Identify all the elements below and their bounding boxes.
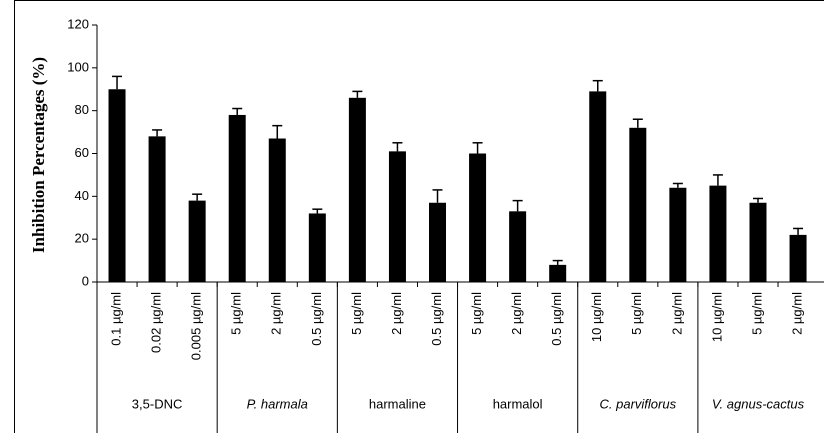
y-tick-label: 80 bbox=[75, 102, 89, 117]
bar bbox=[108, 89, 126, 282]
y-tick-label: 20 bbox=[75, 231, 89, 246]
group-label: V. agnus-cactus bbox=[712, 396, 805, 411]
bar bbox=[549, 264, 567, 282]
x-tick-label: 0.1 µg/ml bbox=[108, 292, 123, 346]
x-tick-label: 5 µg/ml bbox=[629, 292, 644, 335]
bar bbox=[469, 153, 487, 282]
x-tick-label: 10 µg/ml bbox=[589, 292, 604, 342]
x-tick-label: 0.005 µg/ml bbox=[189, 292, 204, 360]
bar bbox=[388, 151, 406, 282]
bar bbox=[669, 187, 687, 282]
bar bbox=[589, 91, 607, 283]
group-label: harmaline bbox=[369, 396, 426, 411]
y-tick-label: 40 bbox=[75, 188, 89, 203]
group-label: C. parviflorus bbox=[600, 396, 677, 411]
x-tick-label: 5 µg/ml bbox=[229, 292, 244, 335]
x-tick-label: 0.5 µg/ml bbox=[309, 292, 324, 346]
x-tick-label: 2 µg/ml bbox=[389, 292, 404, 335]
x-tick-label: 2 µg/ml bbox=[269, 292, 284, 335]
bar bbox=[709, 185, 727, 282]
bar bbox=[308, 213, 326, 282]
bar bbox=[348, 97, 366, 282]
bar bbox=[148, 136, 166, 282]
bar bbox=[429, 202, 447, 282]
x-tick-label: 10 µg/ml bbox=[709, 292, 724, 342]
y-tick-label: 100 bbox=[67, 59, 89, 74]
y-tick-label: 0 bbox=[82, 273, 89, 288]
x-tick-label: 0.5 µg/ml bbox=[549, 292, 564, 346]
y-axis-label: Inhibition Percentages (%) bbox=[29, 57, 48, 253]
group-label: harmalol bbox=[493, 396, 543, 411]
group-label: P. harmala bbox=[247, 396, 308, 411]
bar bbox=[228, 114, 246, 282]
y-tick-label: 120 bbox=[67, 16, 89, 31]
x-tick-label: 2 µg/ml bbox=[669, 292, 684, 335]
x-tick-label: 2 µg/ml bbox=[789, 292, 804, 335]
x-tick-label: 0.02 µg/ml bbox=[149, 292, 164, 353]
x-tick-label: 5 µg/ml bbox=[349, 292, 364, 335]
bar bbox=[749, 202, 767, 282]
x-tick-label: 2 µg/ml bbox=[509, 292, 524, 335]
bar bbox=[509, 211, 527, 282]
bar bbox=[268, 138, 286, 282]
bar bbox=[789, 234, 807, 282]
x-tick-label: 0.5 µg/ml bbox=[429, 292, 444, 346]
bar bbox=[629, 127, 647, 282]
group-label: 3,5-DNC bbox=[132, 396, 183, 411]
y-tick-label: 60 bbox=[75, 145, 89, 160]
x-tick-label: 5 µg/ml bbox=[469, 292, 484, 335]
bar bbox=[188, 200, 206, 282]
x-tick-label: 5 µg/ml bbox=[749, 292, 764, 335]
